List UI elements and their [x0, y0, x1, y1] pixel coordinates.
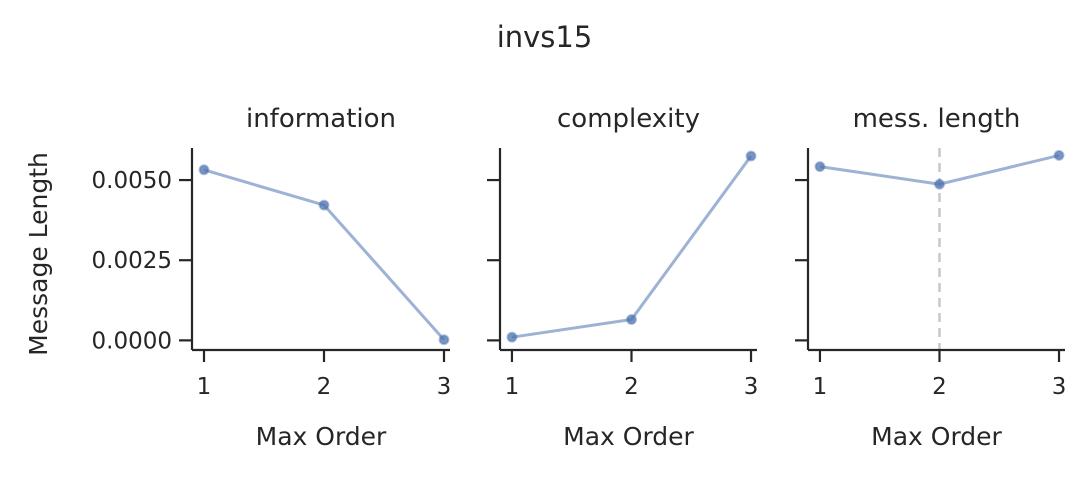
data-point	[318, 199, 330, 211]
subplot-title: complexity	[557, 104, 700, 134]
x-tick-label: 2	[317, 374, 332, 400]
x-tick-label: 3	[437, 374, 452, 400]
data-point	[745, 150, 757, 162]
y-tick-label: 0.0050	[92, 168, 172, 194]
data-point	[933, 178, 945, 190]
data-point	[814, 161, 826, 173]
x-tick-label: 3	[1052, 374, 1067, 400]
y-tick-label: 0.0000	[92, 328, 172, 354]
data-point	[625, 314, 637, 326]
subplot-2: complexity 1 2 3 Max Order	[487, 104, 758, 451]
x-tick-label: 3	[744, 374, 759, 400]
subplot-3: mess. length 1 2 3 Max Order	[795, 104, 1066, 451]
x-axis-label: Max Order	[256, 422, 387, 451]
subplot-title: information	[246, 104, 396, 134]
x-tick-label: 2	[624, 374, 639, 400]
data-point	[198, 164, 210, 176]
subplot-title: mess. length	[853, 104, 1021, 134]
figure-title: invs15	[496, 20, 593, 54]
data-point	[438, 334, 450, 346]
data-point	[506, 331, 518, 343]
x-axis-label: Max Order	[563, 422, 694, 451]
x-tick-label: 2	[932, 374, 947, 400]
x-tick-label: 1	[197, 374, 212, 400]
series-line	[511, 155, 753, 339]
chart-panels: information 0.0050 0.0025 0.0000 1 2 3 Max Orde…	[24, 104, 1066, 451]
x-tick-label: 1	[505, 374, 520, 400]
data-point	[1053, 149, 1065, 161]
x-axis-label: Max Order	[871, 422, 1002, 451]
series-line	[203, 168, 446, 341]
subplot-1: information 0.0050 0.0025 0.0000 1 2 3 Max Orde…	[24, 104, 451, 451]
y-axis-label: Message Length	[24, 152, 53, 356]
x-tick-label: 1	[813, 374, 828, 400]
y-tick-label: 0.0025	[92, 248, 172, 274]
